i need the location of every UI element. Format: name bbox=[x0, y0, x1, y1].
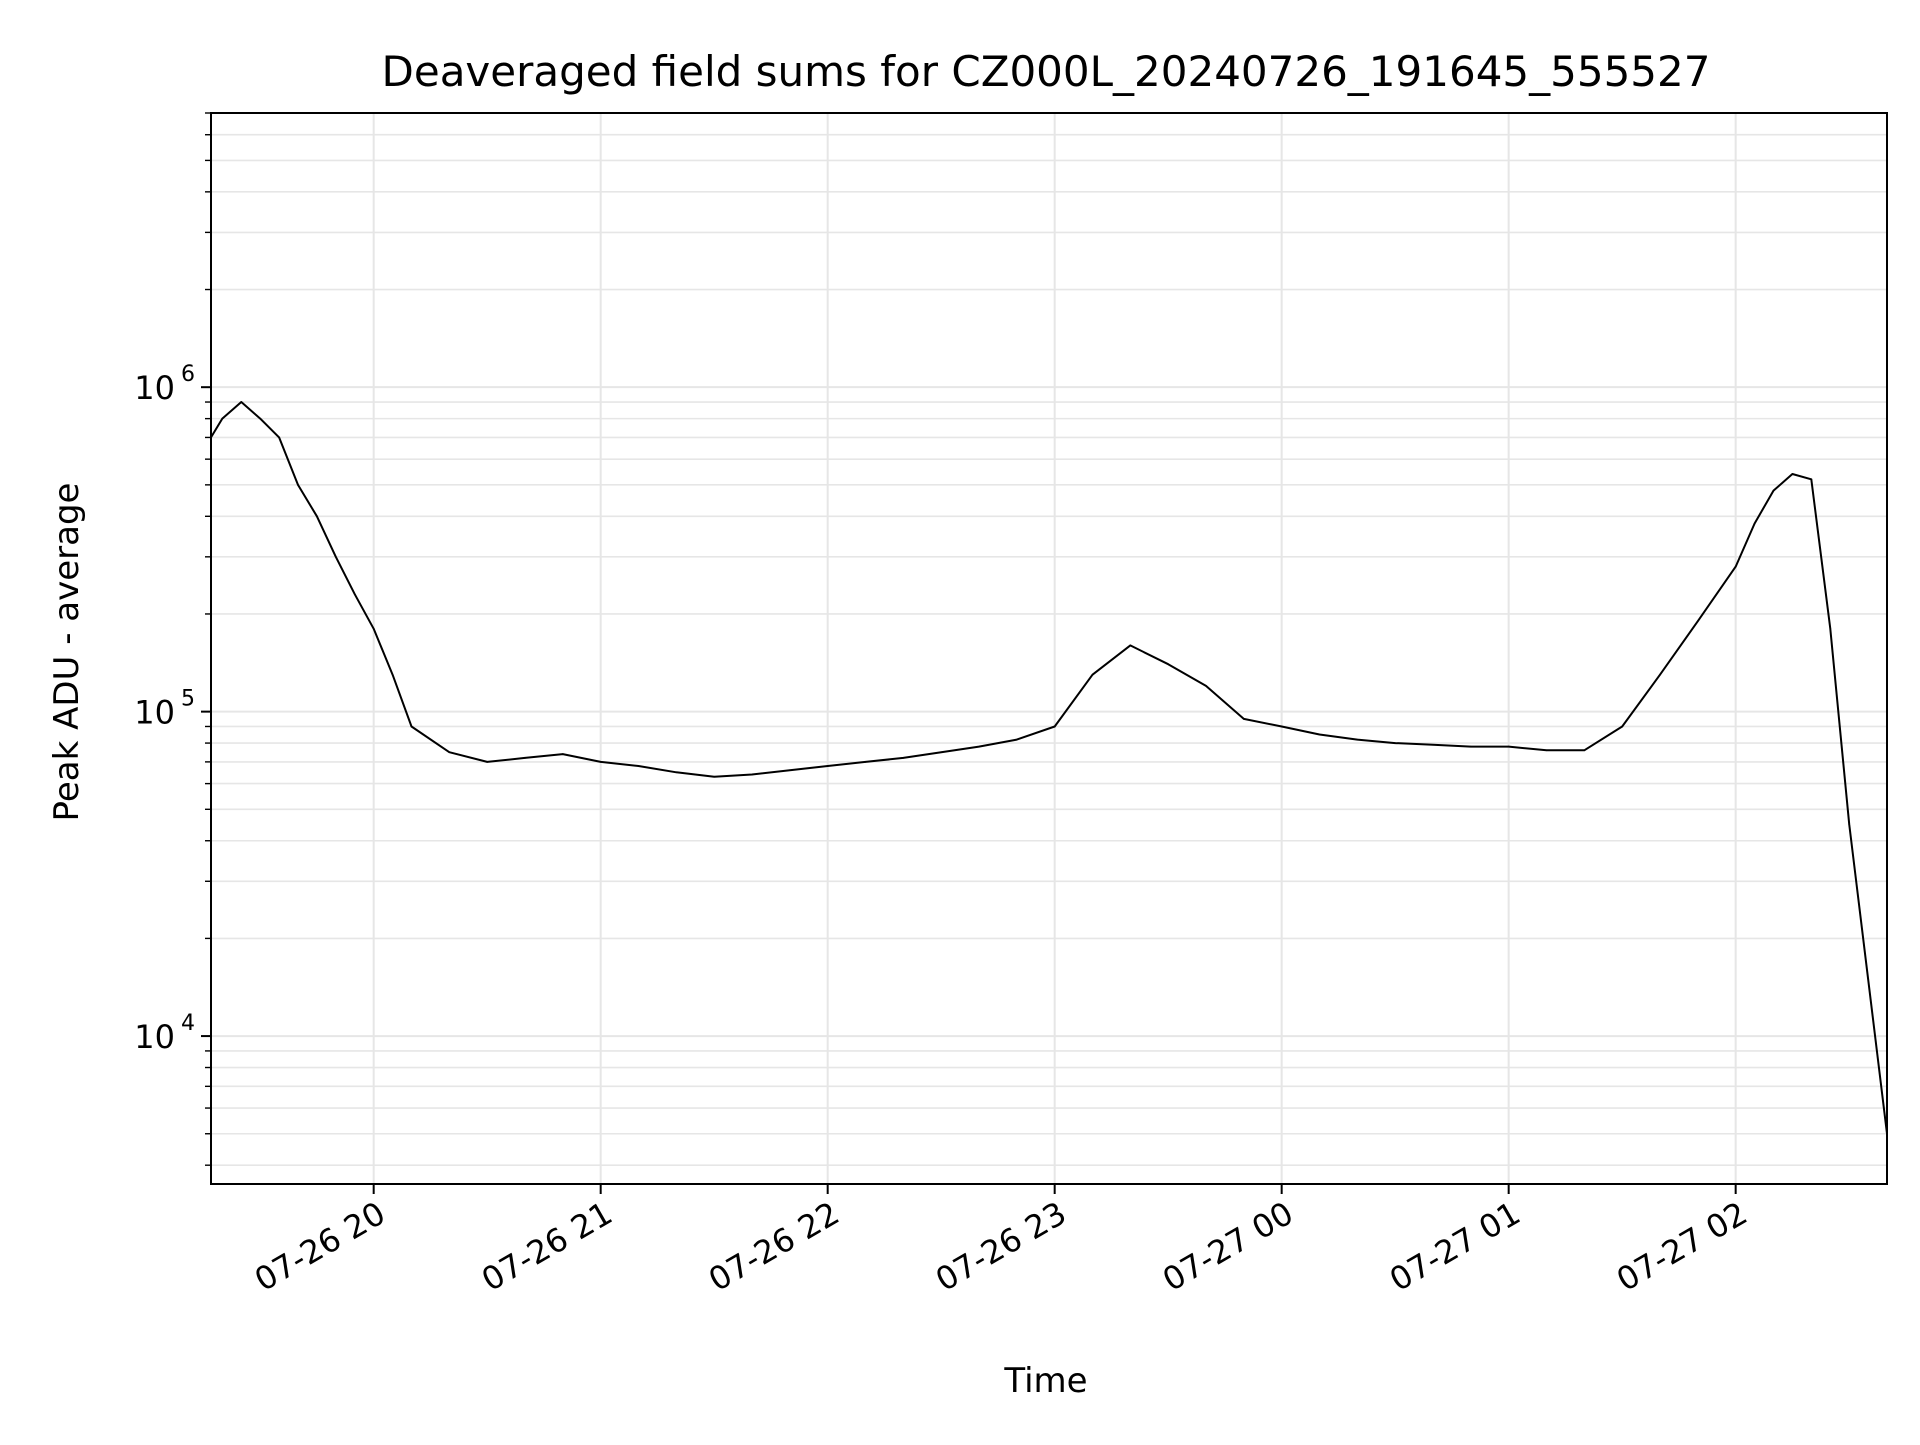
y-tick-label: 10 bbox=[134, 1018, 175, 1056]
data-point bbox=[372, 628, 375, 630]
y-tick-label: 10 bbox=[134, 694, 175, 732]
x-tick-label: 07-26 23 bbox=[929, 1194, 1073, 1299]
data-point bbox=[1053, 725, 1056, 728]
x-axis-ticks: 07-26 20 07-26 21 07-26 22 07-26 23 07-27 00… bbox=[248, 1184, 1754, 1299]
x-tick-label: 07-26 20 bbox=[248, 1194, 392, 1299]
data-point bbox=[978, 745, 980, 748]
data-point bbox=[1507, 745, 1510, 748]
data-point bbox=[940, 751, 942, 753]
data-point bbox=[1545, 749, 1548, 752]
series-line bbox=[210, 401, 1888, 1134]
series-layer bbox=[210, 401, 1888, 1135]
x-axis-label: Time bbox=[1003, 1361, 1087, 1401]
data-point bbox=[751, 773, 753, 776]
data-point bbox=[1129, 644, 1132, 647]
y-axis-label: Peak ADU - average bbox=[47, 483, 87, 822]
data-point bbox=[391, 673, 394, 676]
x-tick-label: 07-27 00 bbox=[1156, 1194, 1300, 1299]
data-point bbox=[1356, 738, 1359, 741]
data-point bbox=[1318, 733, 1321, 736]
data-point bbox=[789, 769, 791, 771]
data-point bbox=[1810, 478, 1813, 481]
data-point bbox=[335, 556, 337, 558]
data-point bbox=[1016, 738, 1018, 741]
data-point bbox=[1848, 823, 1850, 825]
data-point bbox=[1280, 725, 1283, 728]
data-point bbox=[562, 753, 564, 755]
data-point bbox=[259, 417, 262, 420]
data-point bbox=[354, 593, 356, 596]
data-point bbox=[1829, 628, 1832, 630]
data-point bbox=[1791, 473, 1794, 475]
data-point bbox=[410, 725, 413, 728]
data-point bbox=[1432, 744, 1434, 746]
data-point bbox=[1659, 673, 1661, 676]
data-point bbox=[448, 751, 451, 753]
data-point bbox=[1867, 978, 1869, 980]
chart-title: Deaveraged field sums for CZ000L_2024072… bbox=[382, 47, 1711, 96]
data-point bbox=[1091, 673, 1094, 676]
y-tick-exponent: 6 bbox=[181, 362, 195, 387]
data-point bbox=[1772, 489, 1775, 492]
data-point bbox=[1753, 522, 1756, 525]
y-tick-label: 10 bbox=[134, 369, 175, 407]
y-tick-exponent: 4 bbox=[181, 1011, 195, 1036]
data-point bbox=[1734, 565, 1737, 568]
data-point bbox=[826, 765, 829, 767]
data-point bbox=[240, 401, 243, 403]
data-point bbox=[713, 775, 715, 778]
data-point bbox=[524, 757, 526, 759]
data-point bbox=[1697, 620, 1699, 622]
x-tick-label: 07-26 21 bbox=[475, 1194, 619, 1299]
data-point bbox=[902, 757, 905, 759]
data-point bbox=[1205, 685, 1207, 687]
plot-frame bbox=[210, 112, 1888, 1185]
data-point bbox=[864, 761, 867, 763]
data-point bbox=[278, 436, 280, 439]
data-point bbox=[1470, 745, 1472, 748]
x-tick-label: 07-27 01 bbox=[1383, 1194, 1527, 1299]
data-point bbox=[1583, 749, 1586, 752]
grid bbox=[201, 112, 1887, 1184]
data-point bbox=[599, 761, 602, 763]
x-tick-label: 07-26 22 bbox=[702, 1194, 846, 1299]
data-point bbox=[675, 771, 678, 774]
data-point bbox=[1621, 725, 1623, 728]
x-tick-label: 07-27 02 bbox=[1610, 1194, 1754, 1299]
data-point bbox=[221, 417, 224, 420]
data-point bbox=[297, 484, 299, 486]
data-point bbox=[316, 515, 318, 518]
data-point bbox=[1394, 742, 1396, 744]
y-tick-exponent: 5 bbox=[181, 687, 195, 712]
data-point bbox=[637, 765, 640, 767]
data-point bbox=[1243, 718, 1245, 720]
data-point bbox=[486, 761, 489, 763]
data-point bbox=[1167, 663, 1169, 665]
